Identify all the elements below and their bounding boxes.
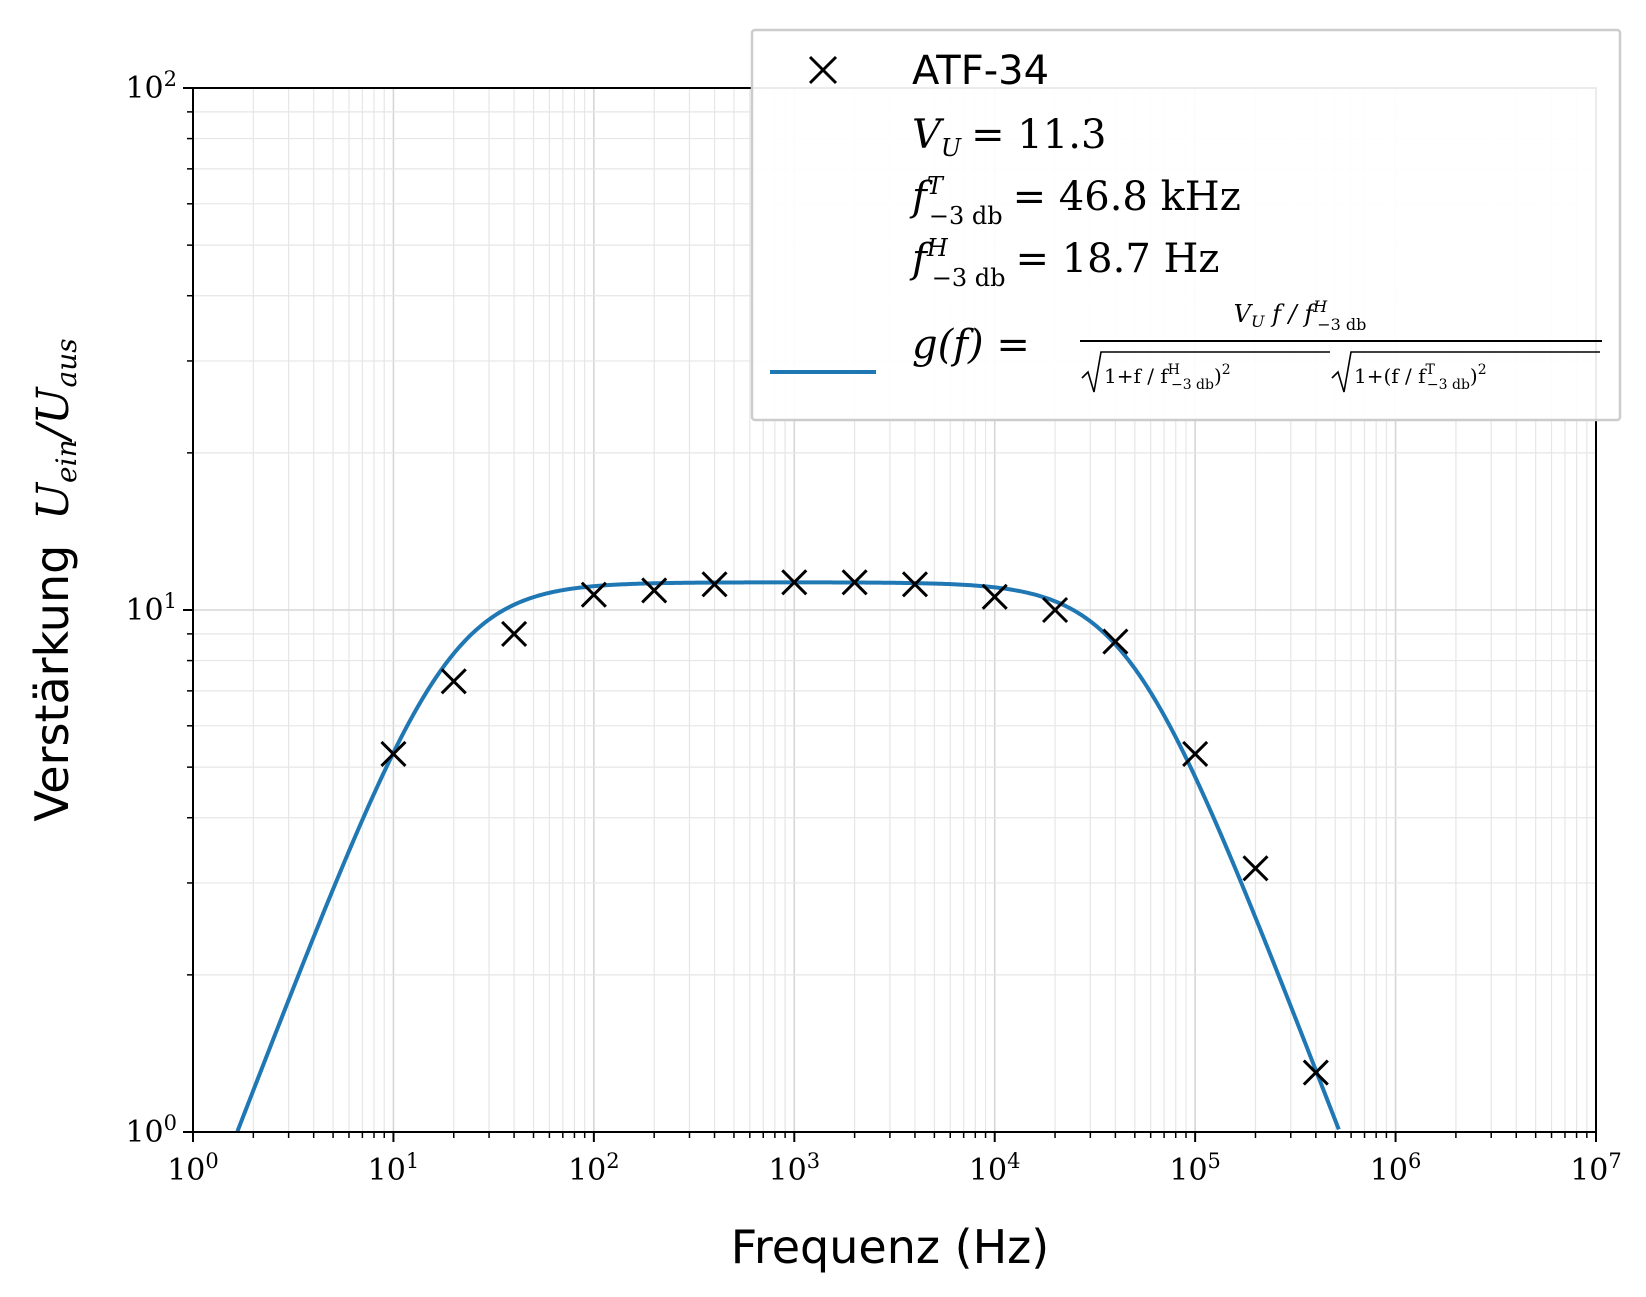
data-point-stroke [501, 620, 528, 647]
fit-curve-line [235, 580, 1341, 1132]
data-point-stroke [1102, 628, 1129, 655]
legend-fit-label: g(f) = [912, 322, 1030, 368]
data-point [501, 620, 528, 647]
legend-param-ft: fT −3 db = 46.8 kHz [909, 172, 1241, 230]
x-tick-label: 101 [368, 1149, 420, 1188]
x-tick-label: 103 [769, 1149, 821, 1188]
data-point [981, 583, 1008, 610]
y-tick-label: 102 [125, 67, 177, 106]
data-point-stroke [380, 740, 407, 767]
x-tick-label: 100 [167, 1149, 219, 1188]
legend-label-atf34: ATF-34 [912, 48, 1049, 94]
data-point-stroke [1041, 596, 1069, 624]
svg-text:Verstärkung Uein/Uaus: Verstärkung Uein/Uaus [25, 338, 83, 821]
x-tick-label: 104 [969, 1149, 1021, 1188]
data-point [440, 668, 467, 695]
tick-labels: 100 101 102 103 104 105 106 107 100 101 102 [125, 67, 1621, 1188]
data-point [1302, 1059, 1329, 1086]
data-point [1102, 628, 1129, 655]
data-point-stroke [641, 577, 668, 604]
data-point [841, 569, 868, 596]
data-point-stroke [1242, 855, 1269, 882]
legend-param-fh: fH −3 db = 18.7 Hz [909, 234, 1219, 292]
x-tick-label: 105 [1169, 1149, 1221, 1188]
data-points-layer [380, 569, 1329, 1086]
x-tick-label: 102 [568, 1149, 620, 1188]
svg-text:1+f / fH−3 db)2: 1+f / fH −3 db)2 [1104, 362, 1231, 393]
legend-marker-x [808, 55, 838, 85]
fit-curve-layer [235, 580, 1341, 1132]
data-point [380, 740, 407, 767]
data-point [701, 571, 728, 598]
tick-marks [183, 87, 1597, 1142]
data-point-stroke [781, 569, 808, 596]
data-point-stroke [901, 571, 929, 598]
legend-box [750, 28, 1622, 422]
legend: ATF-34 VU = 11.3 fT −3 db = 46.8 kHz fH −3 d… [750, 28, 1622, 422]
legend-param-vu: VU = 11.3 [912, 112, 1106, 162]
data-point-stroke [580, 581, 607, 608]
y-tick-label: 101 [125, 589, 177, 628]
y-tick-label: 100 [125, 1111, 177, 1150]
data-point-stroke [701, 571, 728, 598]
data-point-stroke [1182, 740, 1209, 767]
data-point [1041, 596, 1069, 624]
y-axis-label: Verstärkung Uein/Uaus [25, 338, 83, 821]
legend-param-ft-value: = 46.8 kHz [1013, 174, 1241, 220]
x-tick-label: 107 [1570, 1149, 1622, 1188]
data-point [901, 571, 929, 598]
data-point-stroke [1302, 1059, 1329, 1086]
data-point-stroke [981, 583, 1008, 610]
data-point [781, 569, 808, 596]
data-point [1182, 740, 1209, 767]
data-point [1242, 855, 1269, 882]
y-axis-label-prefix: Verstärkung [25, 545, 79, 822]
data-point-stroke [440, 668, 467, 695]
data-point [641, 577, 668, 604]
x-axis-label: Frequenz (Hz) [731, 1220, 1050, 1274]
legend-fit-formula: VU f / fH −3 db 1+f / fH −3 db)2 1+(f / fT… [1080, 297, 1602, 393]
svg-text:VU f / fH−3 db: VU f / fH −3 db [1234, 297, 1367, 334]
data-point [580, 581, 607, 608]
legend-param-fh-value: = 18.7 Hz [1015, 236, 1219, 282]
x-tick-label: 106 [1370, 1149, 1422, 1188]
data-point-stroke [841, 569, 868, 596]
legend-param-vu-value: = 11.3 [971, 112, 1106, 158]
